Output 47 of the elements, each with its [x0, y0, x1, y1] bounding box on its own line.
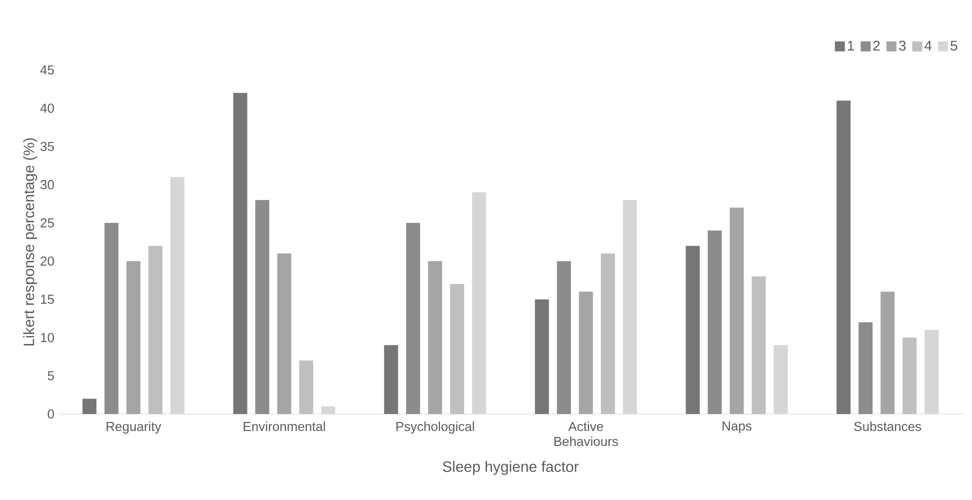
x-axis-title: Sleep hygiene factor — [442, 460, 579, 475]
bar — [472, 192, 486, 414]
y-tick-label: 0 — [48, 409, 54, 419]
bar — [255, 200, 270, 414]
y-tick-label: 20 — [40, 256, 54, 266]
bar — [880, 292, 895, 414]
x-tick-label: Naps — [722, 422, 752, 434]
x-tick-label: Environmental — [244, 422, 325, 432]
legend-label: 4 — [924, 40, 932, 50]
bar — [556, 261, 571, 414]
x-tick-label: Active Behaviours — [554, 422, 618, 446]
bar — [534, 299, 549, 414]
x-tick-label: Reguarity — [106, 422, 162, 434]
legend-label: 1 — [848, 40, 854, 50]
bar — [924, 330, 939, 414]
bar — [686, 246, 700, 414]
y-tick-label: 25 — [40, 218, 54, 228]
bar — [384, 345, 398, 414]
y-tick-label: 5 — [48, 371, 54, 380]
y-axis-title: Likert response percentage (%) — [23, 138, 38, 346]
bar — [730, 208, 744, 414]
bar — [104, 222, 118, 414]
bar — [233, 92, 248, 414]
bar — [836, 100, 851, 414]
bar — [774, 345, 788, 414]
bar — [708, 230, 722, 414]
bar — [277, 253, 292, 414]
bar — [622, 200, 637, 414]
y-tick-label: 30 — [40, 180, 54, 190]
y-tick-label: 10 — [41, 332, 54, 342]
bar — [578, 292, 593, 414]
bar — [858, 322, 873, 414]
x-tick-label: Substances — [854, 422, 922, 432]
legend-label: 2 — [873, 40, 880, 51]
bar — [428, 261, 442, 414]
x-tick-label: Psychological — [396, 422, 474, 434]
bar — [321, 406, 336, 414]
bar — [170, 177, 184, 414]
y-tick-label: 35 — [40, 142, 54, 152]
y-tick-label: 45 — [40, 65, 54, 75]
legend-label: 5 — [950, 40, 958, 51]
y-tick-label: 40 — [40, 104, 54, 113]
legend-label: 3 — [898, 40, 906, 51]
bar — [82, 398, 96, 414]
y-tick-label: 15 — [41, 294, 54, 304]
bar — [126, 261, 140, 414]
bar — [406, 222, 420, 414]
